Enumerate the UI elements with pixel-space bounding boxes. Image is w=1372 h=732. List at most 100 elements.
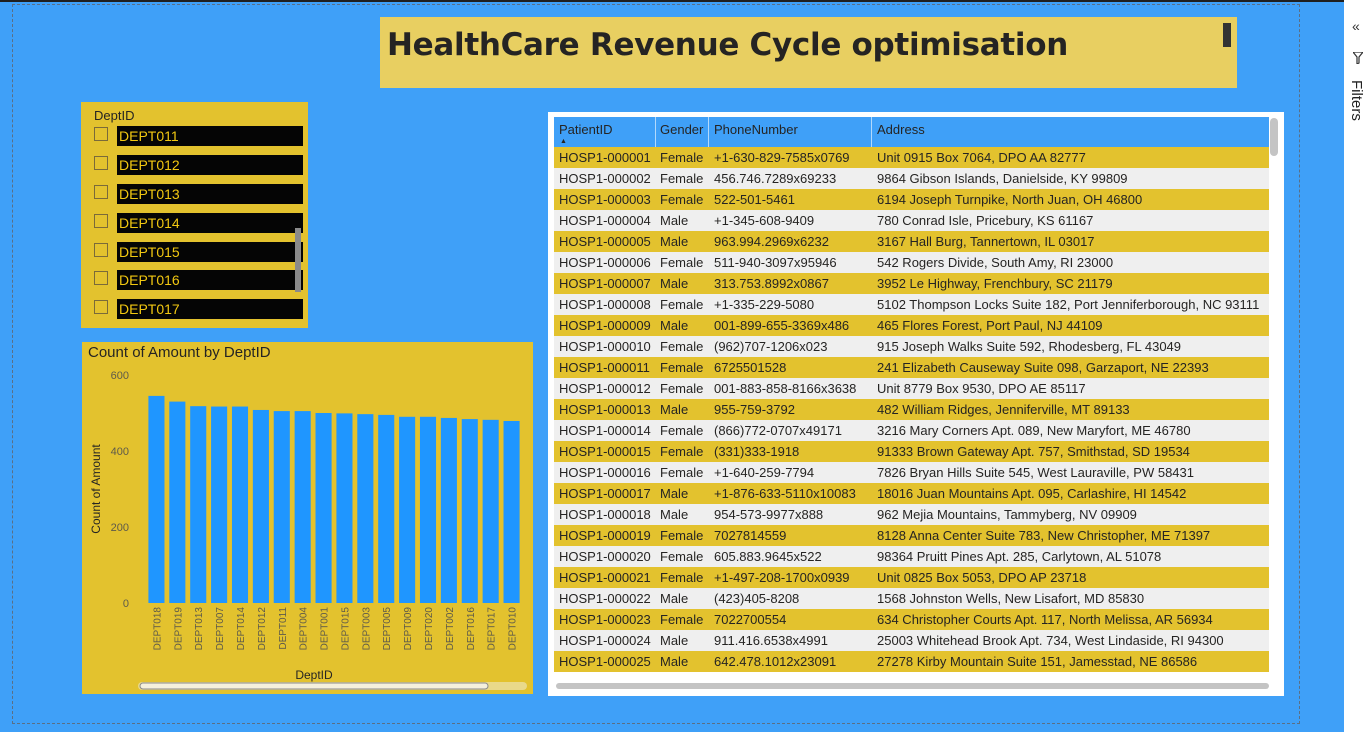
y-axis-title: Count of Amount bbox=[89, 444, 103, 534]
cell-phonenumber: 313.753.8992x0867 bbox=[714, 276, 829, 291]
table-row[interactable]: HOSP1-000023 Female 7022700554 634 Christop… bbox=[554, 609, 1269, 630]
bar-dept010[interactable] bbox=[503, 420, 520, 603]
table-row[interactable]: HOSP1-000016 Female +1-640-259-7794 7826 Br… bbox=[554, 462, 1269, 483]
cell-patientid: HOSP1-000020 bbox=[559, 549, 651, 564]
bar-dept011[interactable] bbox=[273, 411, 290, 603]
slicer-item[interactable]: DEPT017 bbox=[93, 299, 305, 319]
x-tick-label: DEPT020 bbox=[424, 607, 435, 651]
double-chevron-icon[interactable]: « bbox=[1352, 18, 1360, 34]
y-tick-label: 600 bbox=[111, 370, 129, 382]
slicer-item[interactable]: DEPT012 bbox=[93, 155, 305, 175]
bar-dept016[interactable] bbox=[461, 419, 478, 603]
table-row[interactable]: HOSP1-000017 Male +1-876-633-5110x10083 180… bbox=[554, 483, 1269, 504]
column-divider[interactable] bbox=[655, 117, 656, 147]
table-row[interactable]: HOSP1-000001 Female +1-630-829-7585x0769 Un… bbox=[554, 147, 1269, 168]
patient-table[interactable]: PatientID ▲ Gender PhoneNumber Address H… bbox=[548, 112, 1284, 696]
bar-dept005[interactable] bbox=[378, 414, 395, 603]
cell-patientid: HOSP1-000018 bbox=[559, 507, 651, 522]
filters-pane-label[interactable]: Filters bbox=[1348, 80, 1365, 121]
slicer-checkbox[interactable] bbox=[94, 156, 108, 170]
bar-dept015[interactable] bbox=[336, 413, 353, 603]
table-row[interactable]: HOSP1-000025 Male 642.478.1012x23091 27278 … bbox=[554, 651, 1269, 672]
bar-dept009[interactable] bbox=[399, 416, 416, 603]
deptid-slicer[interactable]: DeptID DEPT011 DEPT012 DEPT013 DEPT014 DEPT0… bbox=[81, 102, 308, 328]
slicer-item[interactable]: DEPT016 bbox=[93, 270, 305, 290]
bar-dept013[interactable] bbox=[190, 406, 207, 603]
bar-dept020[interactable] bbox=[419, 416, 437, 603]
cell-gender: Female bbox=[660, 171, 704, 186]
bar-dept001[interactable] bbox=[315, 413, 332, 603]
table-row[interactable]: HOSP1-000014 Female (866)772-0707x49171 321… bbox=[554, 420, 1269, 441]
slicer-item[interactable]: DEPT015 bbox=[93, 242, 305, 262]
slicer-item[interactable]: DEPT011 bbox=[93, 126, 305, 146]
cell-address: 915 Joseph Walks Suite 592, Rhodesberg, … bbox=[877, 339, 1182, 354]
slicer-checkbox[interactable] bbox=[94, 214, 108, 228]
cell-address: Unit 8779 Box 9530, DPO AE 85117 bbox=[877, 381, 1086, 396]
cell-gender: Female bbox=[660, 549, 704, 564]
table-row[interactable]: HOSP1-000022 Male (423)405-8208 1568 Johnst… bbox=[554, 588, 1269, 609]
table-row[interactable]: HOSP1-000011 Female 6725501528 241 Elizabet… bbox=[554, 357, 1269, 378]
filters-pane[interactable]: « Filters bbox=[1344, 0, 1372, 732]
report-title: HealthCare Revenue Cycle optimisation bbox=[387, 27, 1068, 63]
slicer-item[interactable]: DEPT014 bbox=[93, 213, 305, 233]
slicer-checkbox[interactable] bbox=[94, 271, 108, 285]
title-textbox[interactable]: HealthCare Revenue Cycle optimisation bbox=[380, 17, 1237, 88]
table-row[interactable]: HOSP1-000002 Female 456.746.7289x69233 9864… bbox=[554, 168, 1269, 189]
count-by-dept-chart[interactable]: Count of Amount by DeptID 0 200 400 600 Coun… bbox=[82, 342, 533, 694]
column-divider[interactable] bbox=[708, 117, 709, 147]
cell-gender: Female bbox=[660, 255, 704, 270]
table-row[interactable]: HOSP1-000020 Female 605.883.9645x522 98364 … bbox=[554, 546, 1269, 567]
table-row[interactable]: HOSP1-000015 Female (331)333-1918 91333 Bro… bbox=[554, 441, 1269, 462]
bar-dept014[interactable] bbox=[231, 406, 249, 603]
table-row[interactable]: HOSP1-000010 Female (962)707-1206x023 915 J… bbox=[554, 336, 1269, 357]
bar-dept002[interactable] bbox=[440, 417, 457, 603]
chart-scrollbar-thumb[interactable] bbox=[139, 682, 489, 690]
cell-phonenumber: 511-940-3097x95946 bbox=[714, 255, 837, 270]
table-row[interactable]: HOSP1-000021 Female +1-497-208-1700x0939 Un… bbox=[554, 567, 1269, 588]
table-row[interactable]: HOSP1-000004 Male +1-345-608-9409 780 Conra… bbox=[554, 210, 1269, 231]
bar-dept007[interactable] bbox=[211, 406, 228, 603]
slicer-checkbox[interactable] bbox=[94, 243, 108, 257]
table-row[interactable]: HOSP1-000007 Male 313.753.8992x0867 3952 Le… bbox=[554, 273, 1269, 294]
table-row[interactable]: HOSP1-000006 Female 511-940-3097x95946 542 … bbox=[554, 252, 1269, 273]
bar-dept018[interactable] bbox=[148, 395, 165, 603]
cell-address: Unit 0825 Box 5053, DPO AP 23718 bbox=[877, 570, 1087, 585]
bar-dept004[interactable] bbox=[294, 411, 311, 603]
bar-dept017[interactable] bbox=[482, 419, 499, 603]
cell-address: 465 Flores Forest, Port Paul, NJ 44109 bbox=[877, 318, 1103, 333]
table-vertical-scrollbar[interactable] bbox=[1270, 118, 1278, 156]
table-row[interactable]: HOSP1-000003 Female 522-501-5461 6194 Josep… bbox=[554, 189, 1269, 210]
table-horizontal-scrollbar[interactable] bbox=[556, 683, 1269, 689]
cell-patientid: HOSP1-000007 bbox=[559, 276, 651, 291]
slicer-item-label: DEPT012 bbox=[117, 155, 303, 175]
bar-dept012[interactable] bbox=[252, 409, 269, 603]
cell-gender: Female bbox=[660, 612, 704, 627]
column-header-address[interactable]: Address bbox=[877, 122, 925, 137]
slicer-scrollbar[interactable] bbox=[295, 228, 301, 292]
x-tick-label: DEPT019 bbox=[173, 607, 184, 651]
table-row[interactable]: HOSP1-000018 Male 954-573-9977x888 962 Meji… bbox=[554, 504, 1269, 525]
slicer-checkbox[interactable] bbox=[94, 127, 108, 141]
table-row[interactable]: HOSP1-000008 Female +1-335-229-5080 5102 Th… bbox=[554, 294, 1269, 315]
table-row[interactable]: HOSP1-000009 Male 001-899-655-3369x486 465 … bbox=[554, 315, 1269, 336]
column-header-patientid[interactable]: PatientID bbox=[559, 122, 613, 137]
cell-phonenumber: 963.994.2969x6232 bbox=[714, 234, 829, 249]
cell-address: 634 Christopher Courts Apt. 117, North M… bbox=[877, 612, 1213, 627]
column-header-phonenumber[interactable]: PhoneNumber bbox=[714, 122, 798, 137]
slicer-checkbox[interactable] bbox=[94, 185, 108, 199]
table-row[interactable]: HOSP1-000012 Female 001-883-858-8166x3638 U… bbox=[554, 378, 1269, 399]
table-row[interactable]: HOSP1-000024 Male 911.416.6538x4991 25003 W… bbox=[554, 630, 1269, 651]
table-row[interactable]: HOSP1-000005 Male 963.994.2969x6232 3167 Ha… bbox=[554, 231, 1269, 252]
bar-dept019[interactable] bbox=[169, 401, 186, 603]
cell-patientid: HOSP1-000021 bbox=[559, 570, 651, 585]
column-divider[interactable] bbox=[871, 117, 872, 147]
bar-dept003[interactable] bbox=[357, 414, 374, 603]
x-tick-label: DEPT004 bbox=[299, 607, 310, 651]
slicer-item[interactable]: DEPT013 bbox=[93, 184, 305, 204]
slicer-checkbox[interactable] bbox=[94, 300, 108, 314]
cell-address: 3167 Hall Burg, Tannertown, IL 03017 bbox=[877, 234, 1095, 249]
column-header-gender[interactable]: Gender bbox=[660, 122, 704, 137]
x-tick-label: DEPT014 bbox=[236, 607, 247, 651]
table-row[interactable]: HOSP1-000019 Female 7027814559 8128 Anna Ce… bbox=[554, 525, 1269, 546]
table-row[interactable]: HOSP1-000013 Male 955-759-3792 482 William … bbox=[554, 399, 1269, 420]
